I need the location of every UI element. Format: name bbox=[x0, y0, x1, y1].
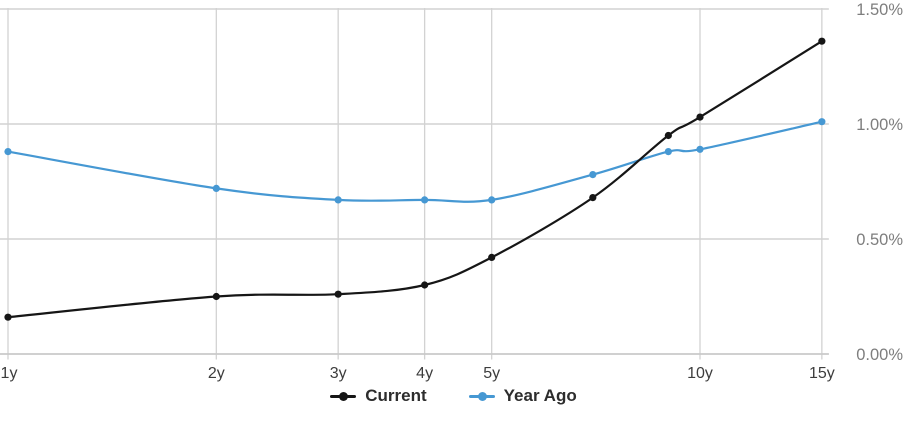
y-tick-label: 0.50% bbox=[856, 231, 903, 249]
current-data-point-marker[interactable] bbox=[212, 292, 220, 301]
plot-area[interactable]: 0.00% 0.50% 1.00% 1.50% 1y 2y 3y 4y 5y 10y 15y bbox=[0, 0, 907, 382]
current-data-point-marker[interactable] bbox=[696, 113, 704, 121]
legend-item-current[interactable]: Current bbox=[330, 386, 427, 406]
legend-item-year-ago[interactable]: Year Ago bbox=[468, 386, 577, 406]
year-ago-data-point-marker[interactable] bbox=[696, 145, 704, 153]
current-data-point-marker[interactable] bbox=[4, 313, 12, 321]
year-ago-data-point-marker[interactable] bbox=[664, 148, 672, 156]
y-tick-label: 0.00% bbox=[856, 346, 903, 364]
legend-label-current: Current bbox=[365, 386, 427, 405]
current-data-point-marker[interactable] bbox=[334, 290, 342, 298]
year-ago-data-point-marker[interactable] bbox=[212, 184, 220, 192]
current-data-point-marker[interactable] bbox=[664, 131, 672, 140]
year-ago-data-point-marker[interactable] bbox=[589, 171, 597, 179]
year-ago-series-marker-icon bbox=[468, 391, 495, 401]
y-tick-label: 1.50% bbox=[856, 1, 903, 19]
legend-label-year-ago: Year Ago bbox=[503, 386, 577, 405]
current-data-point-marker[interactable] bbox=[421, 281, 429, 289]
chart-legend: Current Year Ago bbox=[0, 386, 907, 406]
current-series-marker-icon bbox=[330, 391, 357, 401]
y-tick-label: 1.00% bbox=[856, 116, 903, 134]
x-tick-label: 2y bbox=[208, 365, 225, 382]
x-tick-label: 4y bbox=[416, 365, 433, 382]
year-ago-data-point-marker[interactable] bbox=[421, 196, 429, 204]
year-ago-data-point-marker[interactable] bbox=[334, 196, 342, 204]
year-ago-data-point-marker[interactable] bbox=[4, 148, 12, 156]
year-ago-data-point-marker[interactable] bbox=[818, 118, 826, 126]
x-tick-label: 5y bbox=[483, 365, 500, 382]
x-tick-label: 15y bbox=[809, 365, 835, 382]
current-data-point-marker[interactable] bbox=[589, 194, 597, 202]
x-tick-label: 10y bbox=[687, 365, 713, 382]
current-data-point-marker[interactable] bbox=[488, 253, 496, 261]
x-tick-label: 1y bbox=[1, 365, 18, 382]
year-ago-data-point-marker[interactable] bbox=[488, 196, 496, 204]
x-tick-label: 3y bbox=[330, 365, 347, 382]
current-data-point-marker[interactable] bbox=[818, 37, 826, 45]
